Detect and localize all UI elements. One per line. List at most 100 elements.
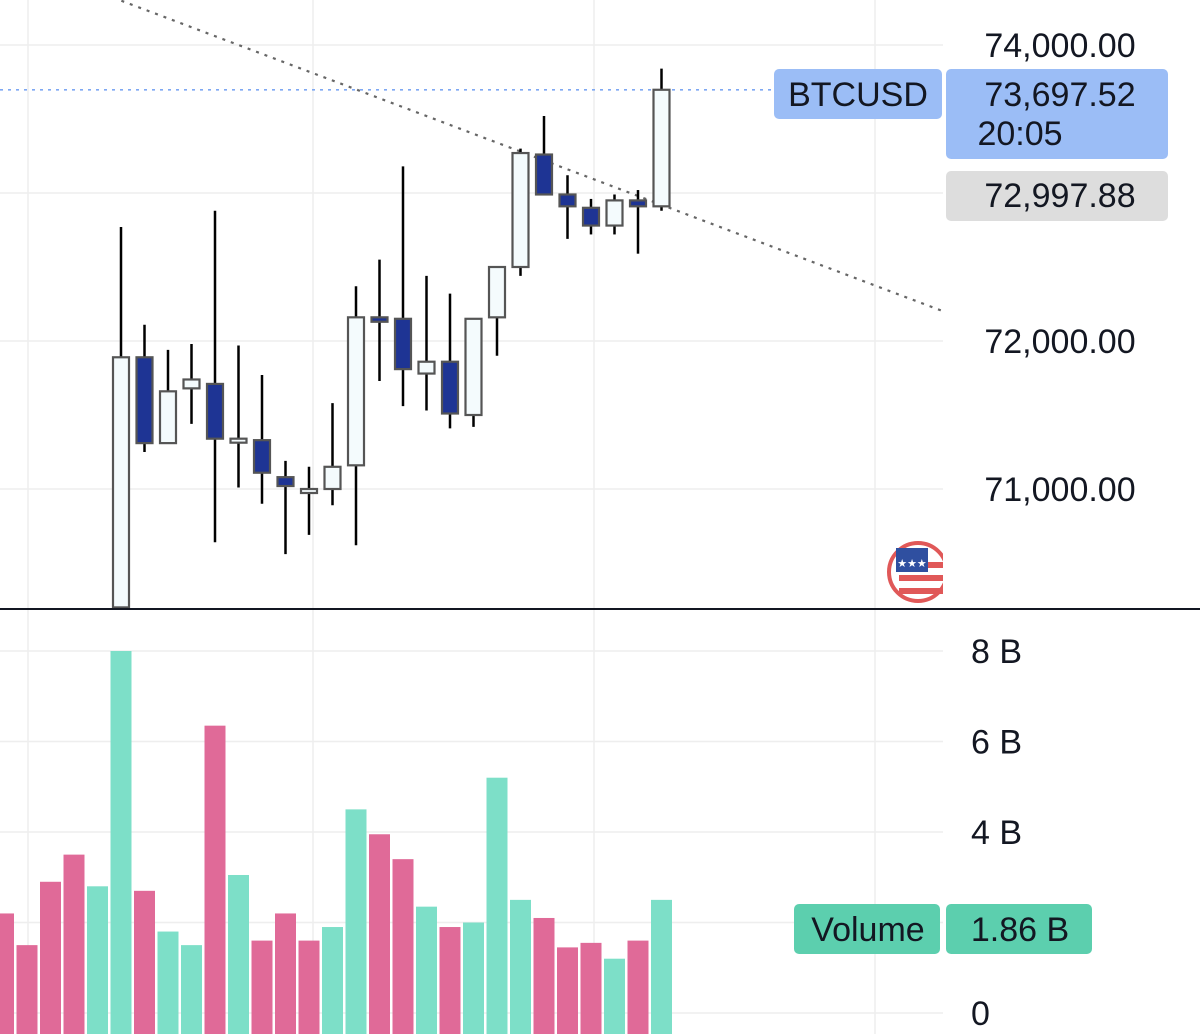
candle[interactable] bbox=[346, 286, 366, 546]
volume-layer bbox=[0, 651, 672, 1034]
volume-bar[interactable] bbox=[510, 899, 531, 1034]
candle[interactable] bbox=[393, 166, 413, 407]
candle[interactable] bbox=[534, 116, 554, 196]
volume-bar[interactable] bbox=[345, 809, 367, 1034]
volume-tag: Volume 1.86 B bbox=[794, 904, 1092, 954]
volume-bar[interactable] bbox=[157, 931, 179, 1034]
price-axis[interactable]: 74,000.00 72,000.00 71,000.00 bbox=[984, 27, 1135, 509]
candle-body bbox=[182, 378, 201, 390]
candle[interactable] bbox=[276, 460, 295, 555]
volume-tick-label: 0 bbox=[971, 995, 990, 1033]
candle-body bbox=[581, 206, 601, 227]
candle[interactable] bbox=[205, 210, 225, 543]
candle[interactable] bbox=[511, 148, 530, 276]
reference-tag-value: 72,997.88 bbox=[984, 177, 1135, 215]
volume-bar[interactable] bbox=[486, 777, 508, 1034]
price-tag-value: 73,697.52 bbox=[984, 76, 1135, 114]
candle-body bbox=[487, 265, 507, 319]
reference-price-tag: 72,997.88 bbox=[946, 171, 1168, 221]
volume-bar[interactable] bbox=[627, 940, 649, 1034]
volume-bar[interactable] bbox=[110, 651, 132, 1034]
candle[interactable] bbox=[464, 317, 483, 427]
candle-body bbox=[628, 199, 648, 208]
candle-body bbox=[558, 193, 577, 208]
volume-tag-label-bg bbox=[794, 904, 940, 954]
volume-bar[interactable] bbox=[580, 942, 602, 1034]
candle-body bbox=[370, 316, 389, 323]
candle[interactable] bbox=[581, 198, 601, 235]
candle[interactable] bbox=[323, 403, 342, 506]
candle[interactable] bbox=[440, 293, 460, 429]
volume-bar[interactable] bbox=[322, 927, 343, 1034]
volume-bar[interactable] bbox=[298, 940, 320, 1034]
candle[interactable] bbox=[229, 345, 248, 488]
volume-tick-label: 6 B bbox=[971, 724, 1022, 762]
symbol-tag-bg bbox=[774, 69, 942, 119]
symbol-tag-label: BTCUSD bbox=[788, 76, 928, 114]
candle-body bbox=[158, 390, 178, 445]
volume-bar[interactable] bbox=[63, 854, 85, 1034]
candle[interactable] bbox=[299, 466, 319, 535]
volume-bar[interactable] bbox=[251, 940, 273, 1034]
volume-bar[interactable] bbox=[392, 859, 414, 1034]
volume-bar[interactable] bbox=[369, 834, 390, 1034]
volume-bar[interactable] bbox=[134, 890, 155, 1034]
trendline[interactable] bbox=[4, 0, 944, 313]
volume-bar[interactable] bbox=[204, 725, 226, 1034]
volume-tick-label: 8 B bbox=[971, 633, 1022, 671]
candle[interactable] bbox=[111, 227, 131, 609]
price-tick-label: 71,000.00 bbox=[984, 471, 1135, 509]
price-tag-bg bbox=[946, 69, 1168, 159]
svg-text:★★★: ★★★ bbox=[897, 557, 927, 570]
candle[interactable] bbox=[487, 265, 507, 356]
volume-bar[interactable] bbox=[604, 958, 625, 1034]
price-tick-label: 72,000.00 bbox=[984, 323, 1135, 361]
volume-bar[interactable] bbox=[651, 899, 672, 1034]
candle[interactable] bbox=[182, 343, 201, 424]
volume-bar[interactable] bbox=[439, 927, 461, 1034]
candle-body bbox=[111, 356, 131, 609]
candle-body bbox=[534, 153, 554, 196]
candle-body bbox=[464, 317, 483, 417]
candle[interactable] bbox=[605, 194, 624, 235]
candle-body bbox=[346, 316, 366, 467]
candle[interactable] bbox=[558, 175, 577, 239]
candle-body bbox=[417, 360, 436, 375]
volume-bar[interactable] bbox=[181, 945, 202, 1034]
volume-tag-value: 1.86 B bbox=[971, 911, 1069, 949]
volume-tag-value-bg bbox=[946, 904, 1092, 954]
price-tag-countdown: 20:05 bbox=[977, 115, 1062, 153]
volume-axis[interactable]: 8 B 6 B 4 B 0 bbox=[971, 633, 1022, 1033]
candles-layer bbox=[111, 68, 671, 609]
candle-body bbox=[605, 199, 624, 227]
candle[interactable] bbox=[417, 275, 436, 411]
candle-body bbox=[323, 465, 342, 491]
volume-bar[interactable] bbox=[533, 917, 555, 1034]
candle[interactable] bbox=[652, 68, 671, 211]
volume-bar[interactable] bbox=[557, 947, 578, 1034]
candle[interactable] bbox=[158, 349, 178, 445]
volume-bar[interactable] bbox=[416, 906, 437, 1034]
volume-bar[interactable] bbox=[87, 886, 108, 1034]
candle[interactable] bbox=[370, 259, 389, 381]
candle[interactable] bbox=[135, 324, 154, 452]
trendline-layer[interactable] bbox=[4, 0, 944, 313]
grid bbox=[0, 0, 943, 1034]
volume-bar[interactable] bbox=[228, 874, 249, 1034]
volume-bar[interactable] bbox=[275, 913, 296, 1034]
candle-body bbox=[276, 476, 295, 488]
candle-body bbox=[652, 88, 671, 208]
candle-body bbox=[229, 437, 248, 444]
volume-bar[interactable] bbox=[463, 922, 484, 1034]
candle[interactable] bbox=[628, 190, 648, 254]
price-tick-label: 74,000.00 bbox=[984, 27, 1135, 65]
candle-body bbox=[252, 439, 272, 474]
volume-bar[interactable] bbox=[0, 913, 14, 1034]
candle[interactable] bbox=[252, 375, 272, 504]
candle-body bbox=[205, 382, 225, 440]
volume-bar[interactable] bbox=[16, 945, 38, 1034]
volume-bar[interactable] bbox=[40, 881, 61, 1034]
us-flag-icon[interactable]: ★★★ bbox=[887, 541, 959, 603]
candle-body bbox=[135, 356, 154, 445]
volume-tag-label: Volume bbox=[811, 911, 924, 949]
